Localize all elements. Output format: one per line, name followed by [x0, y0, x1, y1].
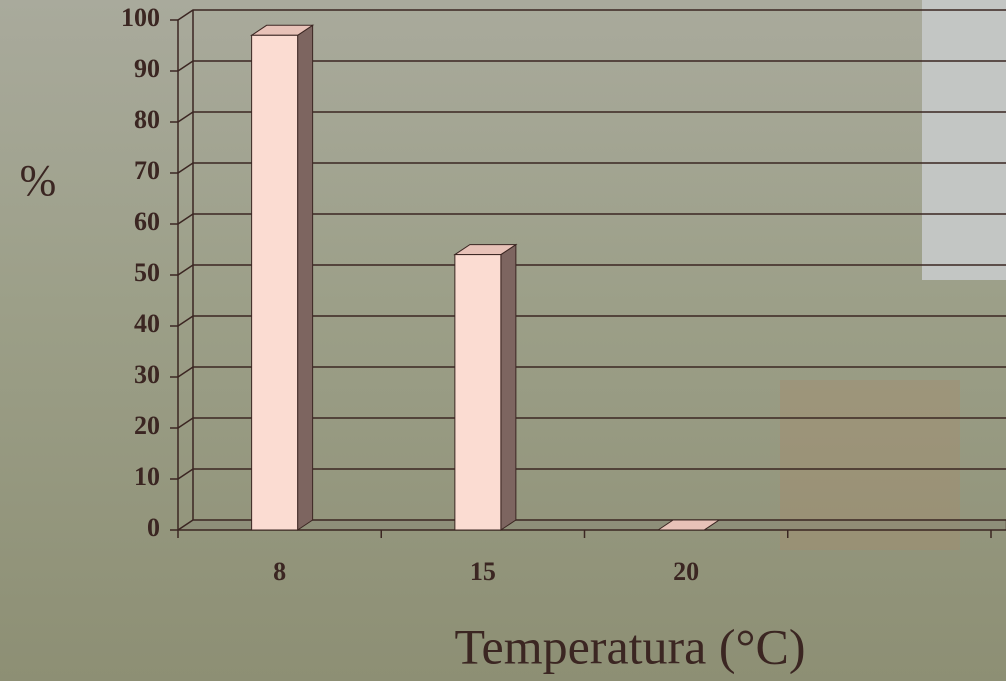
- y-tick-label: 60: [134, 207, 160, 236]
- y-tick-label: 80: [134, 105, 160, 134]
- x-tick-label: 8: [273, 557, 286, 586]
- y-tick-label: 50: [134, 258, 160, 287]
- page: {"chart_data": {"type": "bar3d", "y_labe…: [0, 0, 1006, 681]
- bar: [252, 35, 298, 530]
- photo-patch: [922, 0, 1006, 280]
- y-tick-label: 70: [134, 156, 160, 185]
- y-tick-label: 30: [134, 360, 160, 389]
- chart: % Temperatura (°C) 0 10 20 30 40 50 60 70 80 90 10…: [0, 0, 1006, 681]
- y-tick-label: 90: [134, 54, 160, 83]
- x-axis-label: Temperatura (°C): [454, 618, 805, 674]
- y-tick-label: 100: [121, 3, 160, 32]
- y-axis-label: %: [20, 156, 57, 205]
- x-tick-label: 15: [470, 557, 496, 586]
- x-tick-label: 20: [673, 557, 699, 586]
- bar-side: [501, 245, 516, 530]
- y-tick-label: 20: [134, 411, 160, 440]
- y-tick-label: 10: [134, 462, 160, 491]
- y-tick-label: 0: [147, 513, 160, 542]
- y-tick-label: 40: [134, 309, 160, 338]
- bar: [455, 255, 501, 530]
- bar-side: [298, 25, 313, 530]
